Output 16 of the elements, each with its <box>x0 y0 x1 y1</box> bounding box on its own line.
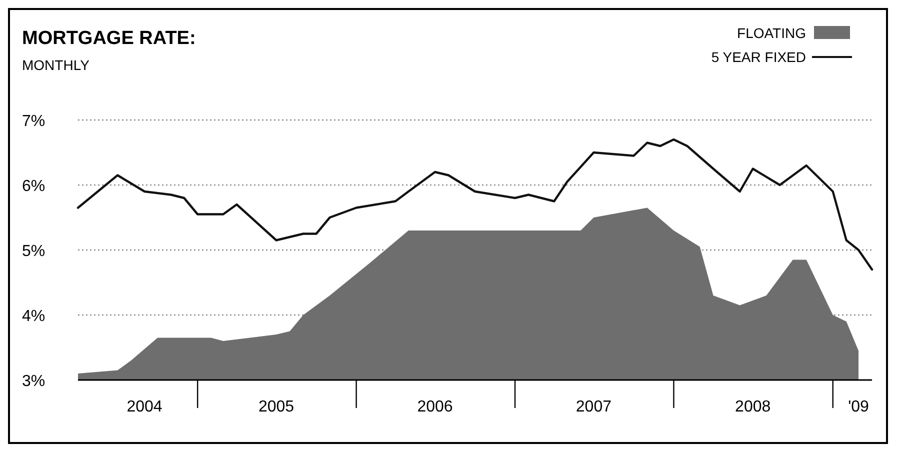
y-tick-label: 7% <box>22 113 46 130</box>
x-tick-label: 2007 <box>576 398 612 416</box>
x-tick-label: '09 <box>848 398 870 416</box>
y-tick-label: 6% <box>22 178 46 195</box>
y-tick-label: 5% <box>22 243 46 260</box>
x-tick-label: 2008 <box>735 398 771 416</box>
chart-subtitle: MONTHLY <box>22 57 90 73</box>
legend-label: 5 YEAR FIXED <box>711 49 806 65</box>
y-tick-label: 3% <box>22 373 46 390</box>
x-tick-label: 2006 <box>417 398 453 416</box>
y-tick-label: 4% <box>22 308 46 325</box>
line-series <box>76 138 874 271</box>
x-tick-label: 2005 <box>258 398 294 416</box>
chart-title: MORTGAGE RATE: <box>22 28 196 49</box>
x-tick-label: 2004 <box>126 398 162 416</box>
legend-label: FLOATING <box>737 25 806 41</box>
